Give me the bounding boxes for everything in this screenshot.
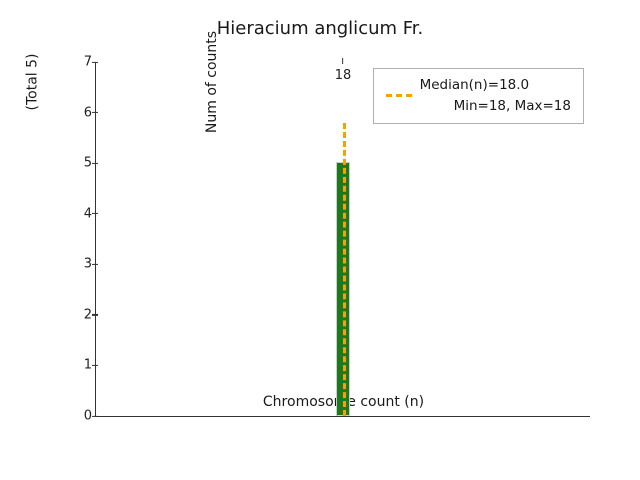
chart-root: Hieracium anglicum Fr. 7 6 5 4 3 2 1 0 1… <box>0 0 640 480</box>
legend[interactable]: Median(n)=18.0 Min=18, Max=18 <box>373 68 584 124</box>
plot-area: 7 6 5 4 3 2 1 0 18 (Total 5) Num of coun… <box>95 62 590 417</box>
median-legend-swatch <box>386 94 412 97</box>
chart-title: Hieracium anglicum Fr. <box>0 18 640 39</box>
y-tick-4: 4 <box>68 206 92 221</box>
y-axis-total-label: (Total 5) <box>24 54 40 111</box>
y-tick-2: 2 <box>68 307 92 322</box>
y-tick-6: 6 <box>68 105 92 120</box>
y-axis-label: Num of counts <box>204 31 220 133</box>
y-tick-1: 1 <box>68 358 92 373</box>
y-tick-0: 0 <box>68 409 92 424</box>
y-tick-5: 5 <box>68 156 92 171</box>
y-tick-3: 3 <box>68 257 92 272</box>
median-line <box>343 123 346 416</box>
legend-line2: Min=18, Max=18 <box>454 96 571 117</box>
legend-line1: Median(n)=18.0 <box>420 75 571 96</box>
